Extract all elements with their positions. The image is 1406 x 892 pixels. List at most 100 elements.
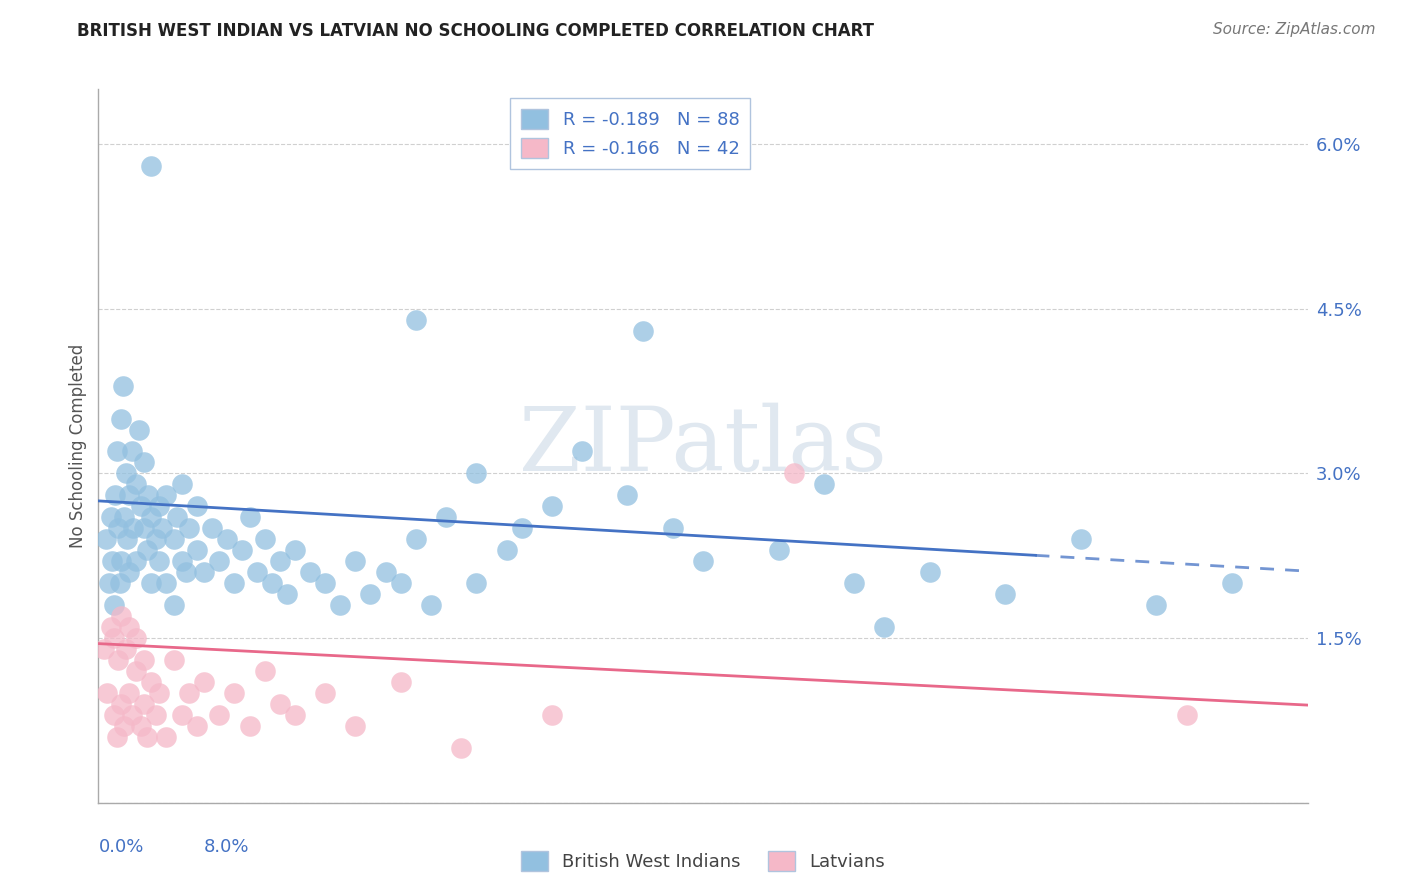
Point [111,378,134,392]
Point [129,500,152,514]
Point [495,543,517,558]
Point [179,521,201,535]
Point [163,653,186,667]
Point [112,719,135,733]
Point [208,554,231,568]
Point [107,521,129,535]
Point [174,566,197,580]
Point [253,533,276,547]
Point [105,444,128,458]
Point [110,411,132,425]
Point [1175,708,1198,723]
Point [782,467,804,481]
Point [170,554,193,568]
Point [96,686,118,700]
Point [450,740,472,755]
Point [616,488,638,502]
Point [118,566,141,580]
Point [540,708,562,723]
Point [170,708,193,723]
Point [100,620,122,634]
Point [132,521,155,535]
Point [103,708,125,723]
Point [115,533,138,547]
Point [155,576,177,591]
Point [132,455,155,469]
Point [145,533,167,547]
Point [94,533,117,547]
Point [276,587,298,601]
Point [103,631,125,645]
Point [389,576,412,591]
Point [104,488,127,502]
Legend: British West Indians, Latvians: British West Indians, Latvians [513,844,893,879]
Point [844,576,866,591]
Point [155,488,177,502]
Point [105,730,128,744]
Point [150,521,173,535]
Point [118,620,141,634]
Point [125,477,148,491]
Point [510,521,533,535]
Point [170,477,193,491]
Point [344,719,367,733]
Point [768,543,790,558]
Point [125,554,148,568]
Point [239,510,262,524]
Point [193,675,215,690]
Point [269,697,291,711]
Point [262,576,284,591]
Point [389,675,412,690]
Point [239,719,262,733]
Point [179,686,201,700]
Point [108,576,131,591]
Point [224,686,246,700]
Point [148,500,170,514]
Point [420,598,443,612]
Point [284,708,307,723]
Text: BRITISH WEST INDIAN VS LATVIAN NO SCHOOLING COMPLETED CORRELATION CHART: BRITISH WEST INDIAN VS LATVIAN NO SCHOOL… [77,22,875,40]
Point [465,467,488,481]
Point [186,719,208,733]
Point [299,566,322,580]
Text: 0.0%: 0.0% [98,838,143,856]
Point [1220,576,1243,591]
Point [224,576,246,591]
Point [125,664,148,678]
Point [114,467,136,481]
Point [201,521,224,535]
Point [1070,533,1092,547]
Point [110,609,132,624]
Point [994,587,1017,601]
Point [374,566,396,580]
Point [136,488,159,502]
Point [246,566,269,580]
Point [135,730,157,744]
Text: ZIPatlas: ZIPatlas [519,402,887,490]
Point [873,620,896,634]
Point [166,510,188,524]
Point [112,510,135,524]
Point [145,708,167,723]
Point [284,543,307,558]
Point [571,444,593,458]
Point [661,521,683,535]
Legend: R = -0.189   N = 88, R = -0.166   N = 42: R = -0.189 N = 88, R = -0.166 N = 42 [510,98,751,169]
Point [107,653,129,667]
Point [344,554,367,568]
Point [405,312,427,326]
Point [101,554,124,568]
Point [465,576,488,591]
Point [631,324,654,338]
Point [813,477,835,491]
Point [163,598,186,612]
Point [314,686,336,700]
Point [135,543,157,558]
Point [434,510,457,524]
Point [100,510,122,524]
Point [141,675,163,690]
Point [148,554,170,568]
Point [186,500,208,514]
Point [215,533,238,547]
Text: Source: ZipAtlas.com: Source: ZipAtlas.com [1212,22,1375,37]
